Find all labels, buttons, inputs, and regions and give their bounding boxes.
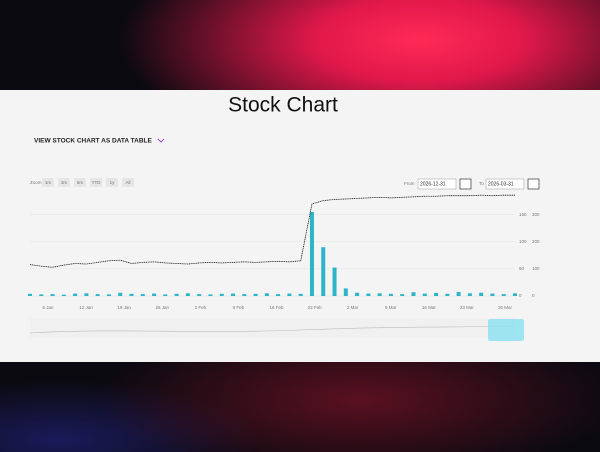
- to-date: 2026-03-31: [488, 181, 514, 187]
- volume-bar: [445, 293, 450, 296]
- y2-tick-label: 300: [532, 212, 540, 217]
- y2-tick-label: 0: [532, 293, 535, 298]
- zoom-bar: Zoom 1m 3m 6m YTD 1y All: [30, 178, 134, 187]
- x-tick-label: 2 Feb: [195, 305, 207, 310]
- to-calendar[interactable]: [527, 178, 540, 190]
- volume-bar: [208, 294, 213, 296]
- zoom-label: Zoom: [30, 180, 42, 185]
- volume-bar: [242, 294, 247, 296]
- volume-bar: [28, 293, 32, 296]
- navigator-handle[interactable]: [488, 319, 524, 341]
- volume-bar: [152, 293, 157, 296]
- volume-bar: [219, 293, 224, 296]
- volume-bar: [106, 294, 111, 296]
- navigator-track: [30, 318, 515, 338]
- data-table-link[interactable]: VIEW STOCK CHART AS DATA TABLE: [34, 138, 153, 145]
- zoom-button-label: All: [125, 180, 130, 185]
- volume-bar: [84, 293, 89, 296]
- volume-bar: [197, 294, 202, 296]
- zoom-button[interactable]: [42, 178, 54, 187]
- volume-bar: [231, 293, 236, 296]
- volume-bar: [73, 293, 78, 296]
- from-input[interactable]: [417, 178, 457, 190]
- y2-tick-label: 200: [532, 239, 540, 244]
- x-tick-label: 30 Mar: [498, 305, 513, 310]
- volume-bar: [388, 293, 393, 296]
- volume-bar: [118, 292, 123, 296]
- y-tick-label: 50: [519, 266, 525, 271]
- volume-bar: [95, 294, 100, 296]
- zoom-button-label: 1m: [45, 180, 52, 185]
- zoom-button-label: YTD: [92, 180, 102, 185]
- x-tick-label: 26 Jan: [155, 305, 169, 310]
- y-tick-label: 0: [519, 293, 522, 298]
- volume-bar: [501, 294, 506, 296]
- volume-bar: [298, 293, 303, 296]
- volume-bar: [276, 294, 281, 296]
- x-tick-label: 23 Feb: [308, 305, 323, 310]
- zoom-button[interactable]: [90, 178, 102, 187]
- volume-bar: [400, 294, 405, 296]
- x-tick-label: 12 Jan: [79, 305, 93, 310]
- x-tick-label: 9 Feb: [233, 305, 245, 310]
- volume-bar: [174, 293, 179, 296]
- date-range: From 2026-12-31 To 2026-03-31: [404, 178, 540, 190]
- x-tick-label: 9 Mar: [385, 305, 397, 310]
- x-tick-label: 16 Feb: [269, 305, 284, 310]
- zoom-button-label: 1y: [110, 180, 116, 185]
- volume-bar: [163, 294, 168, 296]
- y2-tick-label: 100: [532, 266, 540, 271]
- volume-bar: [50, 294, 55, 296]
- volume-bar: [366, 293, 371, 296]
- zoom-button[interactable]: [122, 178, 134, 187]
- from-date: 2026-12-31: [420, 181, 446, 187]
- volume-bar: [479, 292, 484, 296]
- volume-bar: [129, 293, 134, 296]
- chevron: [157, 138, 165, 143]
- volume-bar: [411, 292, 416, 296]
- zoom-button[interactable]: [106, 178, 118, 187]
- volume-bar: [321, 247, 326, 296]
- zoom-button-label: 6m: [77, 180, 84, 185]
- volume-bar: [332, 267, 337, 296]
- volume-bar: [422, 293, 427, 296]
- volume-bar: [343, 288, 348, 296]
- x-tick-label: 19 Jan: [117, 305, 131, 310]
- volume-bar: [434, 293, 439, 296]
- panel: [0, 90, 600, 362]
- x-tick-label: 2 Mar: [347, 305, 359, 310]
- volume-bar: [377, 293, 382, 296]
- y-tick-label: 150: [519, 212, 527, 217]
- navigator: [29, 318, 524, 341]
- volume-bar: [61, 294, 66, 296]
- volume-bar: [456, 291, 461, 296]
- zoom-button-label: 3m: [61, 180, 68, 185]
- volume-bar: [513, 293, 517, 296]
- price-line: [29, 194, 515, 268]
- volume-bar: [264, 293, 269, 296]
- volume-bar: [287, 293, 292, 296]
- volume-bar: [39, 294, 44, 296]
- volume-bar: [467, 293, 472, 296]
- from-calendar[interactable]: [459, 178, 472, 190]
- x-tick-label: 16 Mar: [422, 305, 437, 310]
- y-tick-label: 100: [519, 239, 527, 244]
- volume-bar: [185, 293, 190, 296]
- zoom-button[interactable]: [58, 178, 70, 187]
- page-title: Stock Chart: [228, 94, 338, 117]
- volume-bar: [253, 293, 258, 296]
- x-tick-label: 23 Mar: [460, 305, 475, 310]
- volume-bar: [355, 292, 360, 296]
- from-label: From: [404, 181, 415, 186]
- to-input[interactable]: [485, 178, 525, 190]
- to-label: To: [479, 181, 484, 186]
- volume-bar: [309, 211, 314, 296]
- volume-bar: [490, 293, 495, 296]
- navigator-line: [29, 325, 516, 334]
- zoom-button[interactable]: [74, 178, 86, 187]
- x-tick-label: 5 Jan: [42, 305, 54, 310]
- volume-bar: [140, 294, 145, 296]
